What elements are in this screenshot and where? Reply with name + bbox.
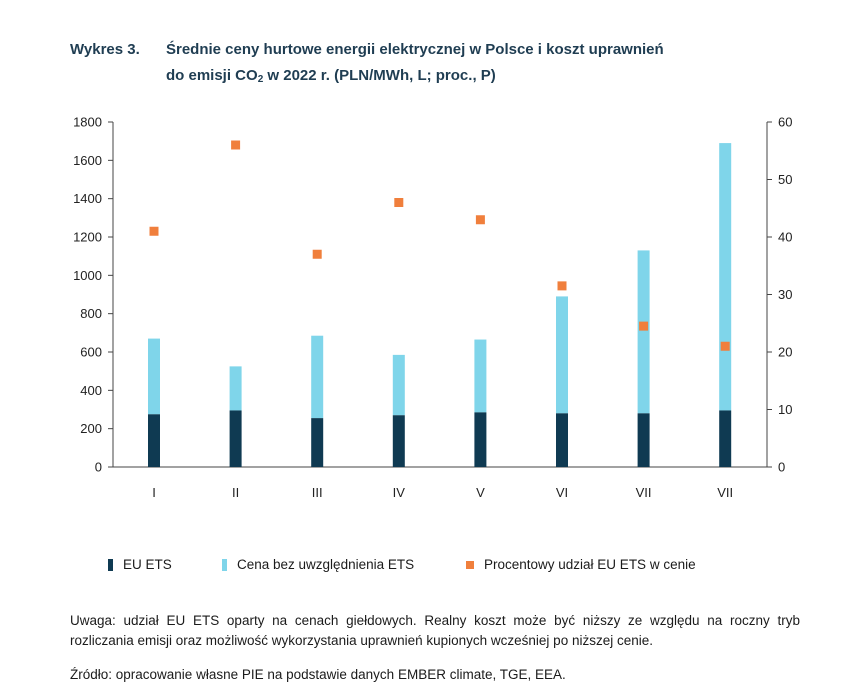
bar-price-no-ets — [311, 335, 324, 419]
title-text-1: Średnie ceny hurtowe energii elektryczne… — [166, 41, 664, 58]
legend-swatch-eu-ets — [108, 558, 113, 571]
right-tick-label: 0 — [778, 460, 785, 475]
title-line-1: Wykres 3. Średnie ceny hurtowe energii el… — [70, 37, 830, 63]
x-tick-label: VII — [717, 485, 733, 500]
title-text-2-post: w 2022 r. (PLN/MWh, L; proc., P) — [263, 67, 496, 84]
left-tick-label: 1400 — [73, 191, 102, 206]
bars — [148, 143, 732, 467]
right-tick-label: 30 — [778, 287, 792, 302]
x-tick-label: VI — [556, 485, 568, 500]
bar-eu-ets — [311, 418, 324, 467]
chart-source: Źródło: opracowanie własne PIE na podsta… — [70, 667, 566, 682]
legend-item-ets-share: Procentowy udział EU ETS w cenie — [466, 557, 696, 572]
bar-eu-ets — [556, 413, 568, 467]
bar-eu-ets — [719, 410, 732, 467]
bar-price-no-ets — [719, 143, 732, 411]
point-ets-share — [720, 341, 730, 351]
legend-item-price-no-ets: Cena bez uwzględnienia ETS — [222, 557, 414, 572]
x-tick-label: I — [152, 485, 156, 500]
legend-swatch-price-no-ets — [222, 558, 227, 571]
bar-price-no-ets — [474, 339, 487, 413]
left-tick-label: 400 — [80, 383, 102, 398]
right-tick-label: 50 — [778, 172, 792, 187]
x-tick-label: V — [476, 485, 485, 500]
right-tick-label: 60 — [778, 115, 792, 130]
bar-eu-ets — [474, 412, 487, 467]
bar-price-no-ets — [148, 338, 160, 415]
chart-plot: 0 200 400 600 800 1000 1200 1400 1600 1800 0 10 20 3… — [73, 115, 792, 501]
point-ets-share — [475, 215, 485, 225]
right-tick-label: 10 — [778, 402, 792, 417]
bar-eu-ets — [392, 415, 405, 467]
title-text-2-pre: do emisji CO — [166, 67, 258, 84]
bar-price-no-ets — [392, 354, 405, 416]
points — [149, 140, 730, 351]
point-ets-share — [149, 226, 159, 236]
title-line-2: do emisji CO2 w 2022 r. (PLN/MWh, L; pro… — [70, 63, 830, 93]
bar-eu-ets — [229, 410, 242, 467]
bar-eu-ets — [148, 414, 160, 467]
left-tick-label: 800 — [80, 306, 102, 321]
title-text-2-sub: 2 — [257, 74, 264, 85]
left-tick-label: 0 — [95, 460, 102, 475]
right-tick-label: 40 — [778, 230, 792, 245]
legend-swatch-ets-share — [466, 560, 474, 569]
left-tick-label: 600 — [80, 345, 102, 360]
bar-price-no-ets — [556, 296, 568, 414]
chart-note: Uwaga: udział EU ETS oparty na cenach gi… — [70, 613, 800, 648]
x-tick-label: II — [232, 485, 239, 500]
left-tick-label: 1200 — [73, 230, 102, 245]
point-ets-share — [557, 281, 567, 291]
left-tick-label: 200 — [80, 421, 102, 436]
bar-price-no-ets — [637, 250, 650, 414]
right-tick-label: 20 — [778, 345, 792, 360]
bar-price-no-ets — [229, 366, 242, 411]
x-tick-label: III — [312, 485, 323, 500]
figure-label: Wykres 3. — [70, 41, 140, 58]
x-tick-label: IV — [393, 485, 406, 500]
point-ets-share — [231, 140, 241, 150]
legend-item-eu-ets: EU ETS — [108, 557, 172, 572]
point-ets-share — [312, 249, 322, 259]
x-axis-ticks: I II III IV V VI VII VII — [152, 485, 733, 500]
right-axis-ticks: 0 10 20 30 40 50 60 — [767, 115, 792, 475]
x-tick-label: VII — [636, 485, 652, 500]
chart-title: Wykres 3. Średnie ceny hurtowe energii el… — [70, 37, 830, 93]
left-tick-label: 1000 — [73, 268, 102, 283]
point-ets-share — [639, 321, 649, 331]
legend-label-price-no-ets: Cena bez uwzględnienia ETS — [237, 557, 415, 572]
bar-eu-ets — [637, 413, 650, 467]
left-tick-label: 1600 — [73, 153, 102, 168]
left-tick-label: 1800 — [73, 115, 102, 130]
point-ets-share — [394, 198, 404, 207]
legend-label-eu-ets: EU ETS — [123, 557, 172, 572]
legend: EU ETS Cena bez uwzględnienia ETS Procen… — [108, 557, 808, 577]
left-axis-ticks: 0 200 400 600 800 1000 1200 1400 1600 1800 — [73, 115, 113, 475]
legend-label-ets-share: Procentowy udział EU ETS w cenie — [484, 557, 696, 572]
